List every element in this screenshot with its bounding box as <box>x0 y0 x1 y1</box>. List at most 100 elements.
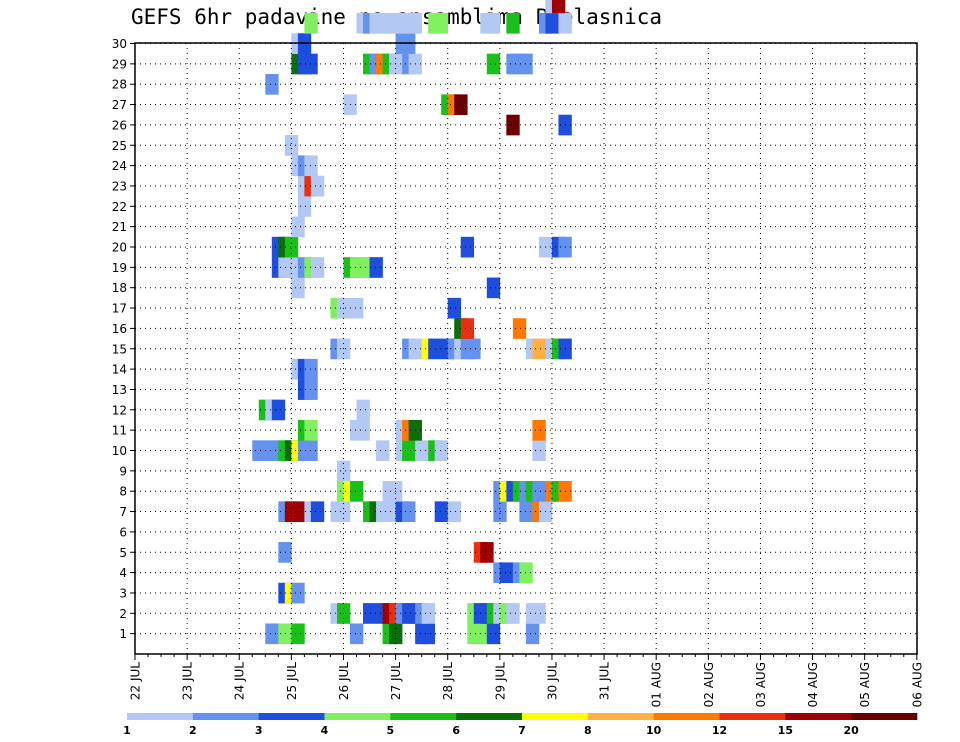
heatmap-cell <box>376 501 390 523</box>
y-tick-label: 23 <box>112 179 127 193</box>
heatmap-cell <box>291 582 305 604</box>
x-tick-label: 28 JUL <box>441 662 455 700</box>
heatmap-cell <box>252 440 266 461</box>
legend-level-label: 12 <box>712 724 727 737</box>
heatmap-cell <box>415 440 429 461</box>
legend-level-label: 4 <box>321 724 329 737</box>
legend-level-label: 8 <box>584 724 592 737</box>
legend-level-label: 20 <box>844 724 860 737</box>
x-tick-label: 01 AUG <box>650 662 664 707</box>
x-tick-label: 05 AUG <box>858 662 872 707</box>
y-tick-label: 1 <box>119 627 127 641</box>
heatmap-cell <box>434 440 449 461</box>
heatmap-cell <box>519 501 533 523</box>
y-tick-label: 3 <box>119 586 127 600</box>
heatmap-cell <box>304 12 318 34</box>
heatmap-cell <box>532 338 546 360</box>
legend-color-swatch <box>851 713 918 720</box>
heatmap-cell <box>519 53 533 75</box>
heatmap-cell <box>480 542 494 563</box>
heatmap-cell <box>486 53 501 75</box>
legend-level-label: 2 <box>189 724 197 737</box>
y-tick-label: 4 <box>119 566 127 580</box>
x-tick-label: 03 AUG <box>754 662 768 707</box>
heatmap-cell <box>350 481 364 502</box>
heatmap-cell <box>284 135 299 156</box>
heatmap-cell <box>304 419 318 441</box>
heatmap-cell <box>493 501 507 523</box>
legend-color-swatch <box>258 713 325 720</box>
heatmap-cell <box>284 257 299 278</box>
heatmap-cell <box>297 196 312 217</box>
y-tick-label: 24 <box>112 159 127 173</box>
x-tick-label: 06 AUG <box>910 662 924 707</box>
y-tick-label: 7 <box>119 505 127 519</box>
legend-level-label: 7 <box>518 724 526 737</box>
heatmap-cell <box>304 358 318 380</box>
y-tick-label: 15 <box>112 342 127 356</box>
legend-color-swatch <box>127 713 194 720</box>
y-tick-label: 8 <box>119 485 127 499</box>
heatmap-cell <box>265 440 279 461</box>
heatmap-cell <box>532 481 546 502</box>
x-tick-label: 24 JUL <box>233 662 247 700</box>
heatmap-cell <box>519 562 533 584</box>
legend-level-label: 6 <box>452 724 460 737</box>
y-tick-label: 21 <box>112 220 127 234</box>
heatmap-cell <box>278 623 292 645</box>
heatmap-cell <box>369 257 383 278</box>
x-tick-label: 31 JUL <box>598 662 612 700</box>
y-tick-label: 13 <box>112 383 127 397</box>
x-tick-label: 04 AUG <box>806 662 820 707</box>
heatmap-cell <box>310 257 325 278</box>
heatmap-cell <box>434 501 449 523</box>
x-tick-label: 02 AUG <box>702 662 716 707</box>
y-tick-label: 22 <box>112 200 127 214</box>
heatmap-cell <box>486 12 501 34</box>
heatmap-cell <box>558 12 572 34</box>
legend-color-swatch <box>390 713 457 720</box>
heatmap-cell <box>460 236 475 258</box>
heatmap-cell <box>506 114 520 136</box>
heatmap-cell <box>304 53 318 75</box>
legend-color-swatch <box>522 713 589 720</box>
heatmap-cell <box>512 318 527 339</box>
heatmap-cell <box>350 297 364 319</box>
heatmap-cell <box>284 236 299 258</box>
heatmap-cell <box>291 623 305 645</box>
heatmap-cell <box>421 623 435 645</box>
heatmap-cell <box>265 74 279 95</box>
heatmap-cell <box>291 216 305 238</box>
y-tick-label: 27 <box>112 98 127 112</box>
legend-color-swatch <box>456 713 523 720</box>
legend-level-label: 10 <box>646 724 662 737</box>
heatmap-cell <box>506 603 520 624</box>
heatmap-cell <box>336 501 351 523</box>
y-tick-label: 14 <box>112 363 127 377</box>
heatmap-cell <box>265 623 279 645</box>
legend-level-label: 5 <box>387 724 395 737</box>
heatmap-cell <box>363 603 377 624</box>
y-tick-label: 11 <box>112 424 127 438</box>
heatmap-cell <box>486 277 501 299</box>
heatmap-cell <box>434 12 449 34</box>
y-tick-label: 6 <box>119 525 127 539</box>
heatmap-cell <box>291 501 305 523</box>
heatmap-cell <box>304 440 318 461</box>
y-tick-label: 29 <box>112 57 127 71</box>
x-tick-label: 29 JUL <box>493 662 507 700</box>
heatmap-cell <box>310 501 325 523</box>
heatmap-cell <box>447 501 462 523</box>
legend-level-label: 15 <box>778 724 793 737</box>
x-tick-label: 25 JUL <box>285 662 299 700</box>
heatmap-cell <box>304 155 318 177</box>
heatmap-cell <box>486 623 501 645</box>
y-tick-label: 16 <box>112 322 127 336</box>
heatmap-cell <box>447 297 462 319</box>
x-tick-label: 26 JUL <box>337 662 351 700</box>
x-tick-label: 22 JUL <box>129 662 143 700</box>
y-tick-label: 20 <box>112 241 127 255</box>
legend-color-swatch <box>719 713 786 720</box>
y-tick-label: 10 <box>112 444 127 458</box>
heatmap-cell <box>525 623 540 645</box>
